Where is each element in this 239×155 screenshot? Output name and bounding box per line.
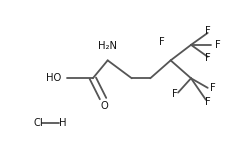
Text: F: F xyxy=(159,38,165,47)
Text: H₂N: H₂N xyxy=(98,41,117,51)
Text: F: F xyxy=(210,83,215,93)
Text: F: F xyxy=(172,89,178,99)
Text: F: F xyxy=(215,40,221,50)
Text: HO: HO xyxy=(46,73,62,83)
Text: O: O xyxy=(100,101,108,111)
Text: H: H xyxy=(59,118,67,128)
Text: F: F xyxy=(205,97,211,107)
Text: F: F xyxy=(205,26,211,35)
Text: Cl: Cl xyxy=(33,118,43,128)
Text: F: F xyxy=(205,53,211,63)
